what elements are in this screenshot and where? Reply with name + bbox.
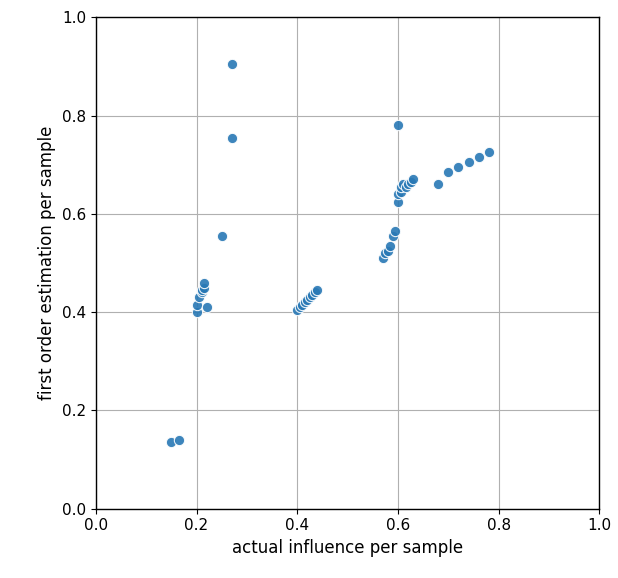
- X-axis label: actual influence per sample: actual influence per sample: [232, 539, 463, 557]
- Point: [381, 249, 391, 258]
- Point: [408, 175, 418, 184]
- Point: [391, 227, 400, 236]
- Point: [307, 290, 317, 299]
- Point: [393, 121, 403, 130]
- Point: [197, 286, 206, 295]
- Point: [398, 180, 408, 189]
- Point: [403, 180, 413, 189]
- Point: [444, 168, 454, 177]
- Point: [386, 241, 396, 250]
- Point: [217, 231, 227, 240]
- Point: [393, 197, 403, 206]
- Point: [305, 292, 315, 302]
- Point: [192, 300, 201, 309]
- Point: [201, 303, 211, 312]
- Point: [192, 307, 201, 317]
- Point: [174, 435, 184, 444]
- Point: [433, 180, 443, 189]
- Point: [194, 292, 204, 302]
- Point: [378, 253, 388, 262]
- Point: [393, 190, 403, 199]
- Point: [405, 177, 415, 187]
- Point: [383, 246, 393, 255]
- Point: [199, 278, 209, 287]
- Point: [400, 182, 410, 191]
- Point: [227, 133, 237, 142]
- Point: [166, 438, 176, 447]
- Point: [396, 187, 405, 197]
- Point: [227, 60, 237, 69]
- Point: [454, 162, 464, 172]
- Point: [473, 153, 483, 162]
- Point: [197, 288, 206, 297]
- Point: [295, 303, 305, 312]
- Point: [464, 158, 473, 167]
- Point: [484, 148, 494, 157]
- Point: [310, 288, 320, 297]
- Point: [302, 295, 312, 305]
- Point: [300, 298, 310, 307]
- Point: [313, 286, 323, 295]
- Y-axis label: first order estimation per sample: first order estimation per sample: [38, 126, 56, 400]
- Point: [396, 182, 405, 191]
- Point: [297, 300, 307, 309]
- Point: [292, 305, 302, 314]
- Point: [199, 283, 209, 292]
- Point: [388, 231, 398, 240]
